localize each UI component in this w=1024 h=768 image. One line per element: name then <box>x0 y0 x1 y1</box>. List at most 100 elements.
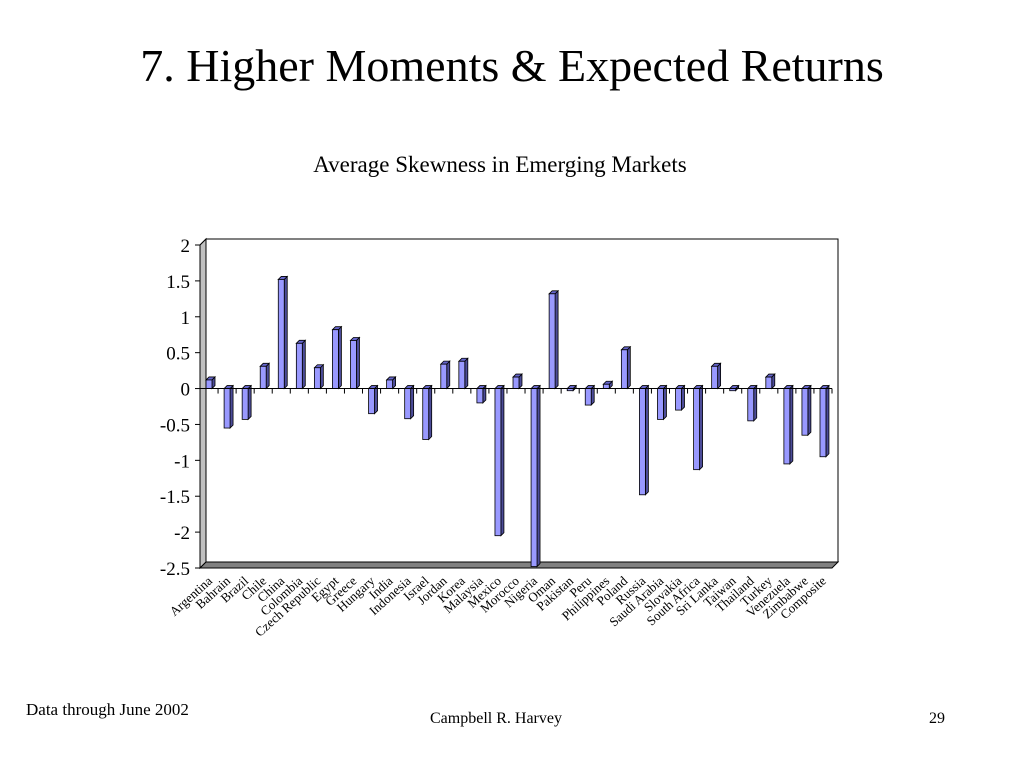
bar <box>620 345 632 390</box>
bar-front <box>530 388 538 567</box>
chart-axes <box>195 244 833 569</box>
plot-back-wall <box>205 238 839 563</box>
bar-front <box>548 293 556 389</box>
bar-side <box>644 384 649 496</box>
bar-front <box>494 388 502 537</box>
bar-side <box>229 384 234 429</box>
bar <box>656 384 668 421</box>
y-axis-tick-labels: 2 1.5 1 0.5 0 -0.5 -1 -1.5 -2 -2.5 <box>160 236 190 580</box>
y-tick-label: 2 <box>181 236 191 257</box>
bar-front <box>350 340 357 389</box>
bar <box>746 384 758 422</box>
y-tick-label: -2 <box>174 523 190 544</box>
bar <box>349 336 361 390</box>
bar-side <box>265 362 270 390</box>
bar-side <box>464 357 469 390</box>
bar-side <box>699 384 703 471</box>
plot-floor <box>198 561 840 569</box>
bar <box>782 384 794 465</box>
bar <box>457 357 469 390</box>
bar-side <box>428 384 433 441</box>
bar-side <box>554 289 559 390</box>
bar-front <box>620 349 628 389</box>
footer-author: Campbell R. Harvey <box>430 710 562 727</box>
bar-front <box>819 388 827 458</box>
x-axis-category-labels: ArgentinaBahrainBrazilChileChinaColombia… <box>167 573 830 640</box>
bar-front <box>241 388 249 420</box>
bar <box>692 384 704 471</box>
bar-side <box>717 362 722 390</box>
bar-front <box>747 388 755 422</box>
bar <box>295 339 307 390</box>
bar-side <box>753 384 758 422</box>
bar <box>367 384 379 415</box>
bar-side <box>356 336 360 390</box>
chart-plot-frame <box>198 237 840 570</box>
bar <box>205 375 216 390</box>
plot-side-wall <box>199 237 207 570</box>
bar-side <box>446 360 451 390</box>
bar-front <box>476 388 484 404</box>
bar-front <box>711 365 719 389</box>
bar-side <box>663 384 667 421</box>
bar-side <box>374 384 378 415</box>
bar-side <box>338 325 342 390</box>
bar-side <box>626 345 631 390</box>
bar <box>385 375 397 390</box>
bar-front <box>584 388 592 406</box>
y-tick-label: -2.5 <box>160 559 190 580</box>
bar <box>331 325 343 390</box>
bar-front <box>368 388 375 415</box>
bar <box>819 384 830 458</box>
bar-front <box>783 388 791 465</box>
bar-front <box>277 279 285 389</box>
bar-front <box>512 376 520 389</box>
chart-title: Average Skewness in Emerging Markets <box>313 152 687 177</box>
y-tick-label: 1.5 <box>166 272 190 293</box>
bar <box>421 384 433 441</box>
bar-front <box>602 383 610 389</box>
bar-front <box>639 388 646 496</box>
bar-front <box>675 388 682 411</box>
bar <box>800 384 812 437</box>
bar <box>493 384 505 537</box>
bar-side <box>247 384 252 421</box>
y-tick-label: -1 <box>174 451 190 472</box>
bar-front <box>295 342 303 389</box>
bar-front <box>440 363 448 389</box>
bar-front <box>422 388 430 440</box>
bar-side <box>410 384 415 420</box>
bar <box>548 289 560 390</box>
bar <box>241 384 253 421</box>
bar-front <box>205 379 213 389</box>
bar <box>475 384 487 404</box>
bar-front <box>404 388 412 420</box>
bar-front <box>223 388 231 429</box>
bar <box>403 384 415 420</box>
bar <box>259 362 271 390</box>
footer-data-note: Data through June 2002 <box>26 700 189 719</box>
bar-front <box>259 365 267 389</box>
bar-side <box>807 384 812 437</box>
bar-front <box>332 329 339 389</box>
bar <box>277 275 289 390</box>
footer-page-number: 29 <box>929 710 945 727</box>
y-tick-label: 0.5 <box>166 344 190 365</box>
bar <box>313 363 325 390</box>
bar-front <box>693 388 700 471</box>
bar-front <box>765 376 773 389</box>
bar-side <box>789 384 794 465</box>
bar-side <box>301 339 306 390</box>
bar <box>439 360 451 390</box>
bar <box>512 373 523 390</box>
bar <box>584 384 596 407</box>
bar <box>764 373 776 390</box>
bar <box>223 384 235 429</box>
bar-side <box>681 384 685 412</box>
bar-side <box>319 363 324 390</box>
bar-front <box>313 367 321 389</box>
bar-front <box>657 388 664 420</box>
bar <box>710 362 722 390</box>
bar <box>674 384 686 412</box>
